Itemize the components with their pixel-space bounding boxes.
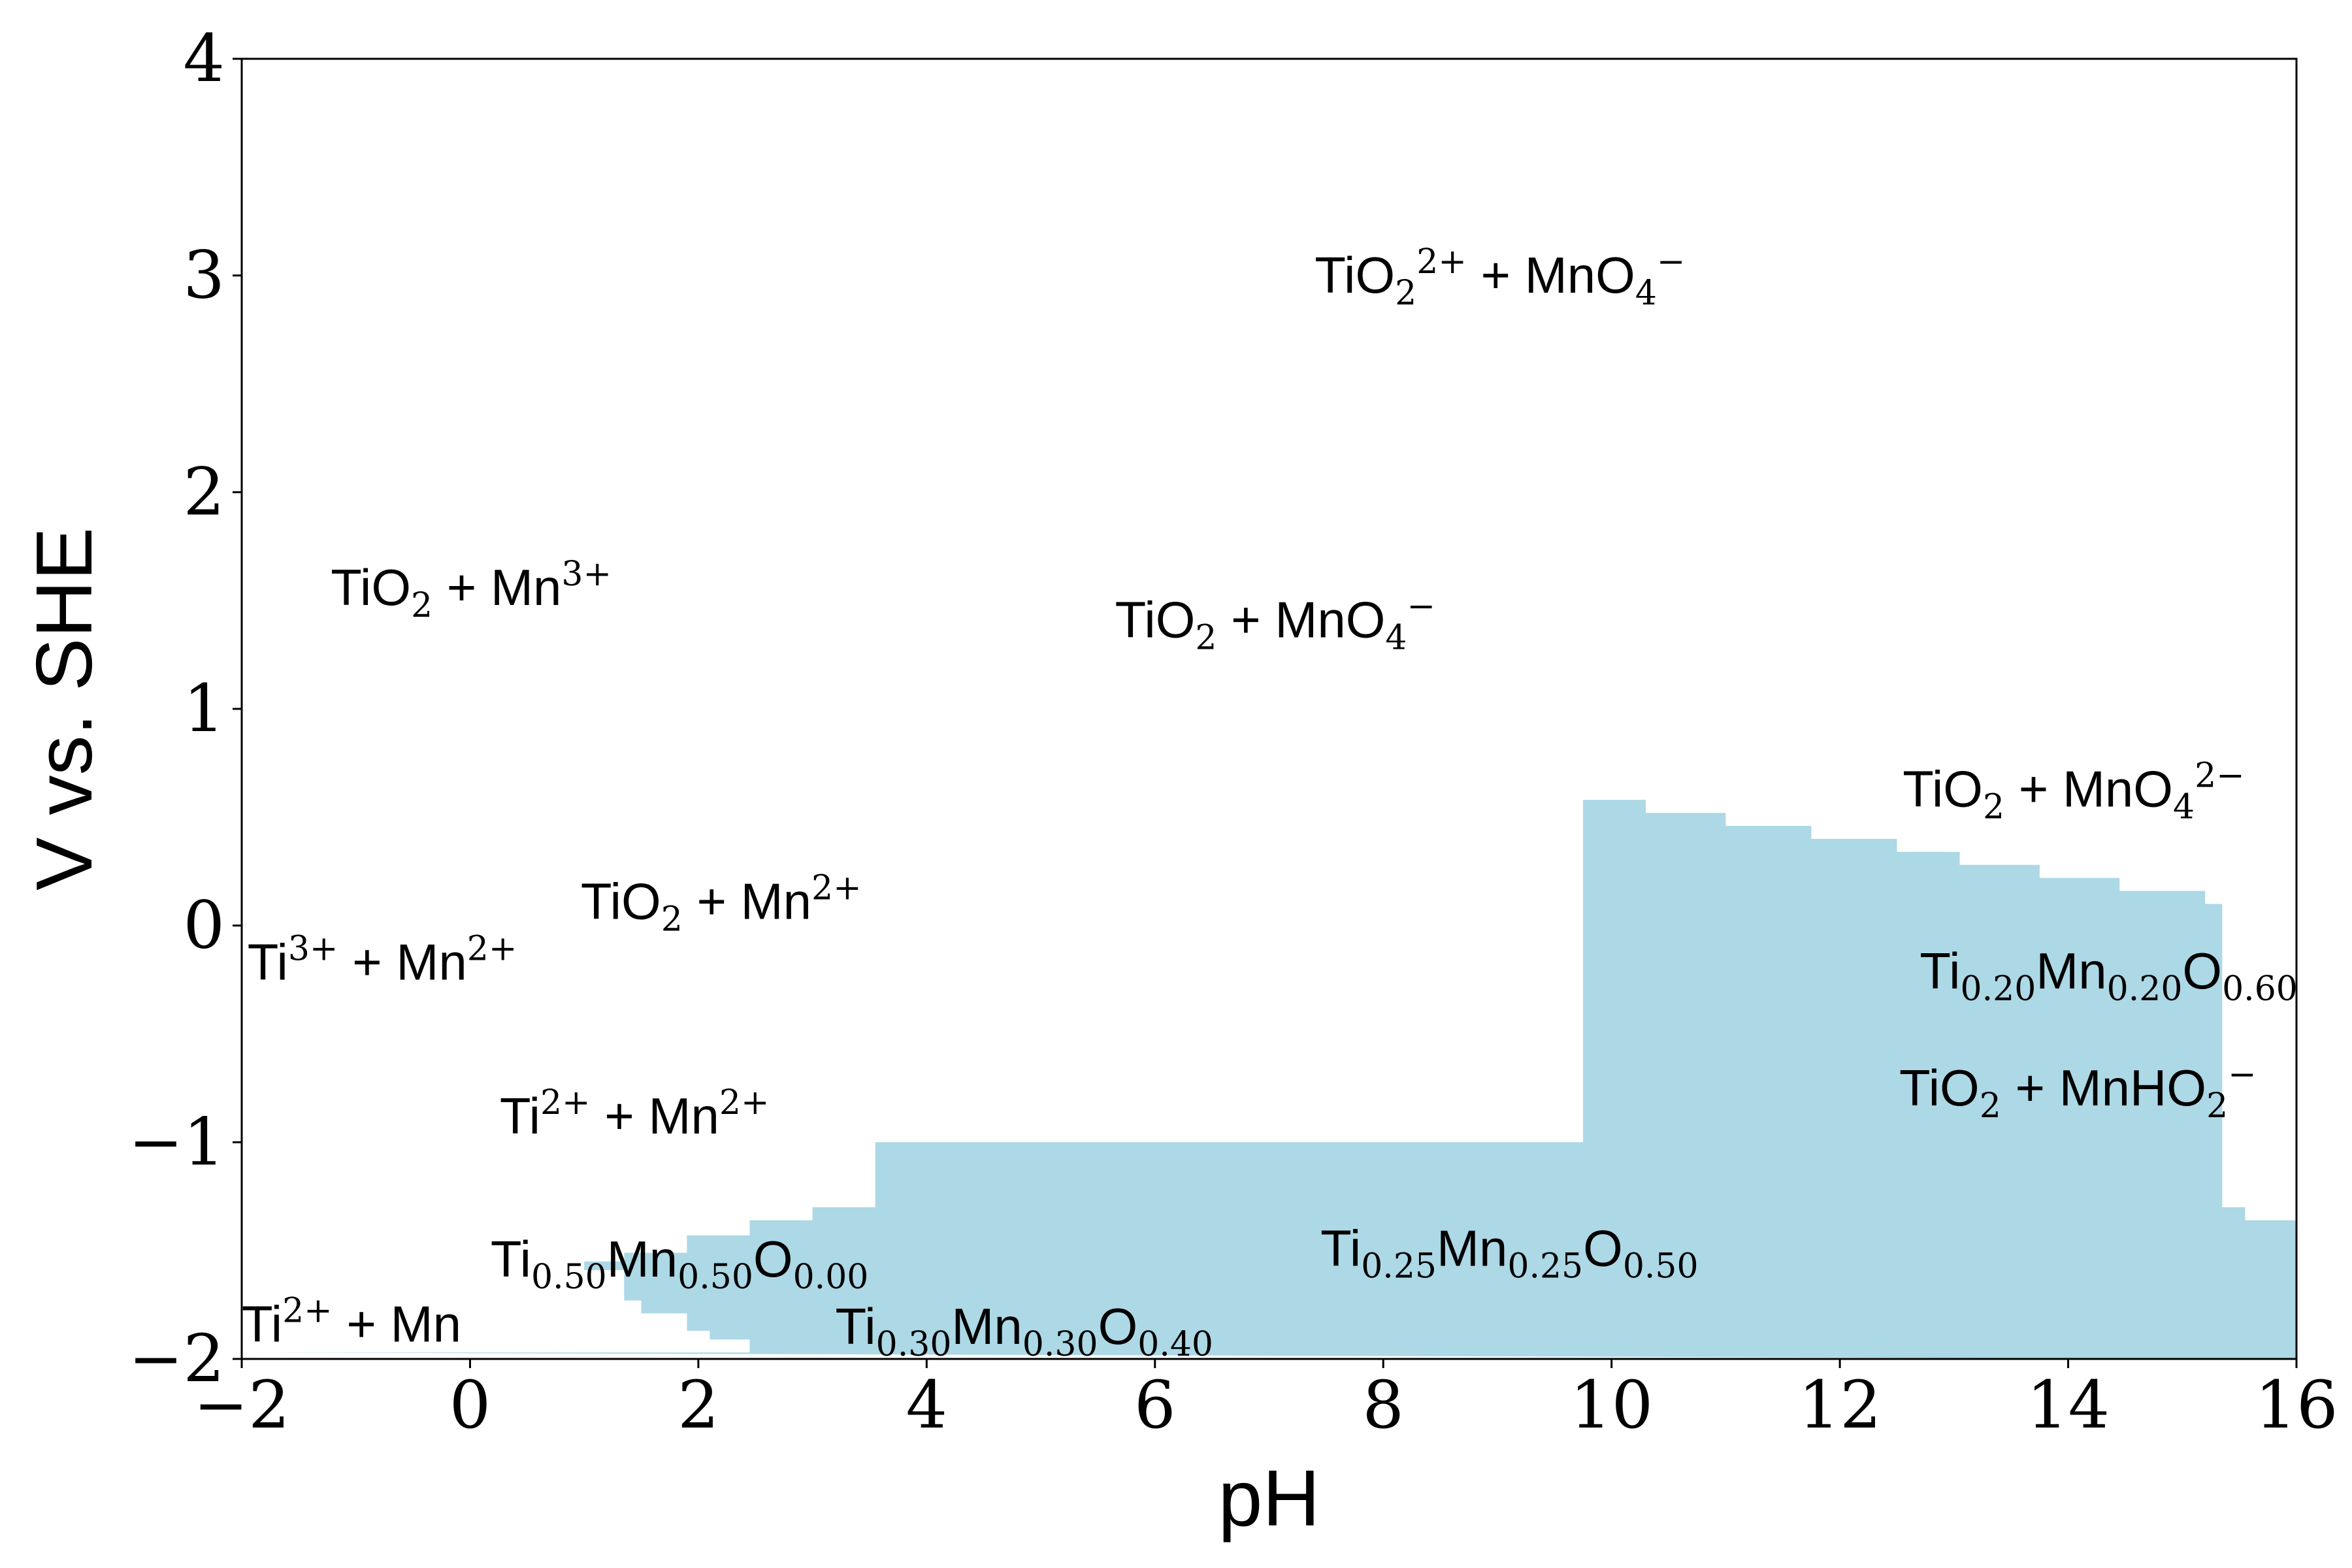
region-label: TiO2 + MnO42− — [1903, 756, 2245, 826]
region-label: Ti3+ + Mn2+ — [248, 930, 517, 991]
y-axis-label: V vs. SHE — [20, 527, 108, 890]
region-label: TiO2 + MnO4− — [1115, 587, 1435, 658]
x-axis-ticks: −2 0 2 4 6 8 10 12 14 16 — [193, 1359, 2338, 1443]
x-tick-label: 2 — [678, 1367, 719, 1443]
y-tick-label: 2 — [183, 453, 225, 530]
region-annotations: TiO22+ + MnO4− TiO2 + Mn3+ TiO2 + MnO4− TiO… — [242, 242, 2298, 1364]
x-tick-label: 12 — [1798, 1367, 1881, 1443]
region-label: TiO22+ + MnO4− — [1315, 242, 1685, 313]
x-tick-label: 4 — [906, 1367, 948, 1443]
x-tick-label: 6 — [1134, 1367, 1176, 1443]
region-label: TiO2 + MnHO2− — [1899, 1055, 2257, 1126]
region-label: TiO2 + Mn3+ — [331, 555, 612, 625]
x-axis-label: pH — [1218, 1454, 1320, 1543]
x-tick-label: 10 — [1570, 1367, 1653, 1443]
region-label: Ti0.20Mn0.20O0.60 — [1919, 942, 2297, 1009]
y-tick-label: 1 — [183, 670, 225, 747]
y-tick-label: 0 — [183, 887, 225, 964]
y-tick-label: −2 — [129, 1320, 225, 1397]
x-tick-label: −2 — [193, 1367, 289, 1443]
region-label: Ti0.30Mn0.30O0.40 — [836, 1298, 1213, 1364]
plot-area: TiO22+ + MnO4− TiO2 + Mn3+ TiO2 + MnO4− TiO… — [240, 57, 2298, 1364]
y-axis-ticks: −2 −1 0 1 2 3 4 — [129, 20, 242, 1397]
x-tick-label: 14 — [2027, 1367, 2110, 1443]
region-label: Ti2+ + Mn2+ — [500, 1083, 770, 1145]
shaded-stability-region — [242, 800, 2296, 1359]
y-tick-label: 3 — [183, 237, 225, 314]
region-label: Ti0.25Mn0.25O0.50 — [1320, 1219, 1698, 1286]
x-tick-label: 16 — [2255, 1367, 2338, 1443]
x-tick-label: 8 — [1362, 1367, 1404, 1443]
region-label: TiO2 + Mn2+ — [581, 869, 862, 939]
region-label: Ti0.50Mn0.50O0.00 — [491, 1230, 868, 1297]
y-tick-label: −1 — [129, 1103, 225, 1180]
y-tick-label: 4 — [183, 20, 225, 97]
x-tick-label: 0 — [449, 1367, 491, 1443]
region-label: Ti2+ + Mn — [242, 1291, 461, 1352]
